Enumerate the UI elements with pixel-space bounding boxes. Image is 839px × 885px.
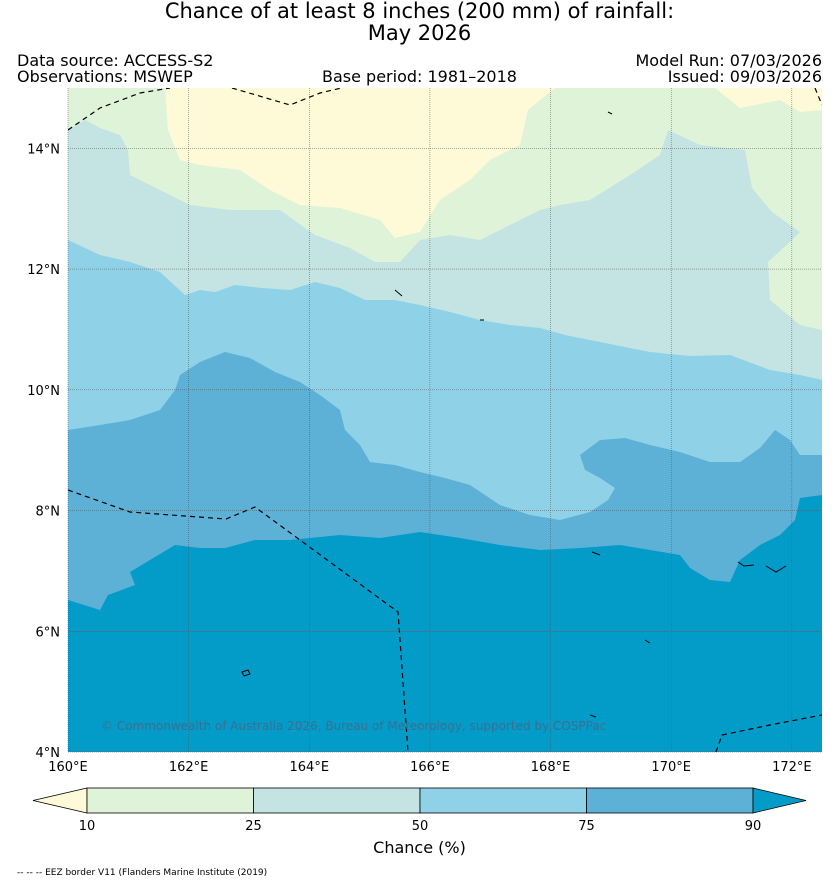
lat-tick-label: 12°N (27, 263, 60, 278)
lat-tick-label: 4°N (36, 746, 61, 761)
observations-text: Observations: MSWEP (17, 67, 193, 86)
colorbar-tick-label: 25 (245, 819, 262, 834)
lon-tick-label: 168°E (531, 760, 571, 775)
colorbar-segment (253, 787, 421, 814)
field-above-90 (68, 495, 822, 752)
colorbar-tick-label: 50 (412, 819, 429, 834)
lat-tick-label: 10°N (27, 384, 60, 399)
colorbar-segment (86, 787, 254, 814)
probability-fields (68, 88, 822, 752)
model-run-text: Model Run: 07/03/2026 (635, 51, 823, 70)
lon-tick-label: 160°E (48, 760, 88, 775)
eez-border-southeast (715, 714, 822, 752)
lon-tick-label: 166°E (410, 760, 450, 775)
colorbar-label: Chance (%) (373, 838, 466, 857)
map-title-line2: May 2026 (367, 21, 472, 45)
latitude-labels: 14°N 12°N 10°N 8°N 6°N 4°N (27, 142, 60, 761)
lon-tick-label: 162°E (169, 760, 209, 775)
eez-footnote: -- -- -- EEZ border V11 (Flanders Marine… (17, 868, 268, 878)
colorbar-tick-label: 75 (578, 819, 595, 834)
colorbar-tick-label: 90 (745, 819, 762, 834)
base-period-text: Base period: 1981–2018 (322, 67, 517, 86)
lat-tick-label: 14°N (27, 142, 60, 157)
lat-tick-label: 6°N (36, 625, 61, 640)
copyright-text: © Commonwealth of Australia 2026, Bureau… (101, 719, 607, 733)
data-source-text: Data source: ACCESS-S2 (17, 51, 214, 70)
field-below-10 (165, 88, 822, 238)
eez-border-west (68, 489, 409, 752)
longitude-labels: 160°E 162°E 164°E 166°E 168°E 170°E 172°E (48, 760, 811, 775)
colorbar-tick-label: 10 (79, 819, 96, 834)
lon-tick-label: 172°E (772, 760, 812, 775)
colorbar-extend-high (752, 787, 807, 814)
issued-text: Issued: 09/03/2026 (667, 67, 822, 86)
colorbar-segment (419, 787, 587, 814)
lon-tick-label: 170°E (651, 760, 691, 775)
eez-border-north (68, 88, 822, 131)
island-markers (241, 111, 787, 718)
lon-tick-label: 164°E (290, 760, 330, 775)
colorbar-extend-low (32, 787, 88, 814)
grid-lines (67, 88, 822, 753)
lat-tick-label: 8°N (36, 505, 61, 520)
colorbar-segment (586, 787, 754, 814)
map-title-line1: Chance of at least 8 inches (200 mm) of … (164, 0, 675, 23)
